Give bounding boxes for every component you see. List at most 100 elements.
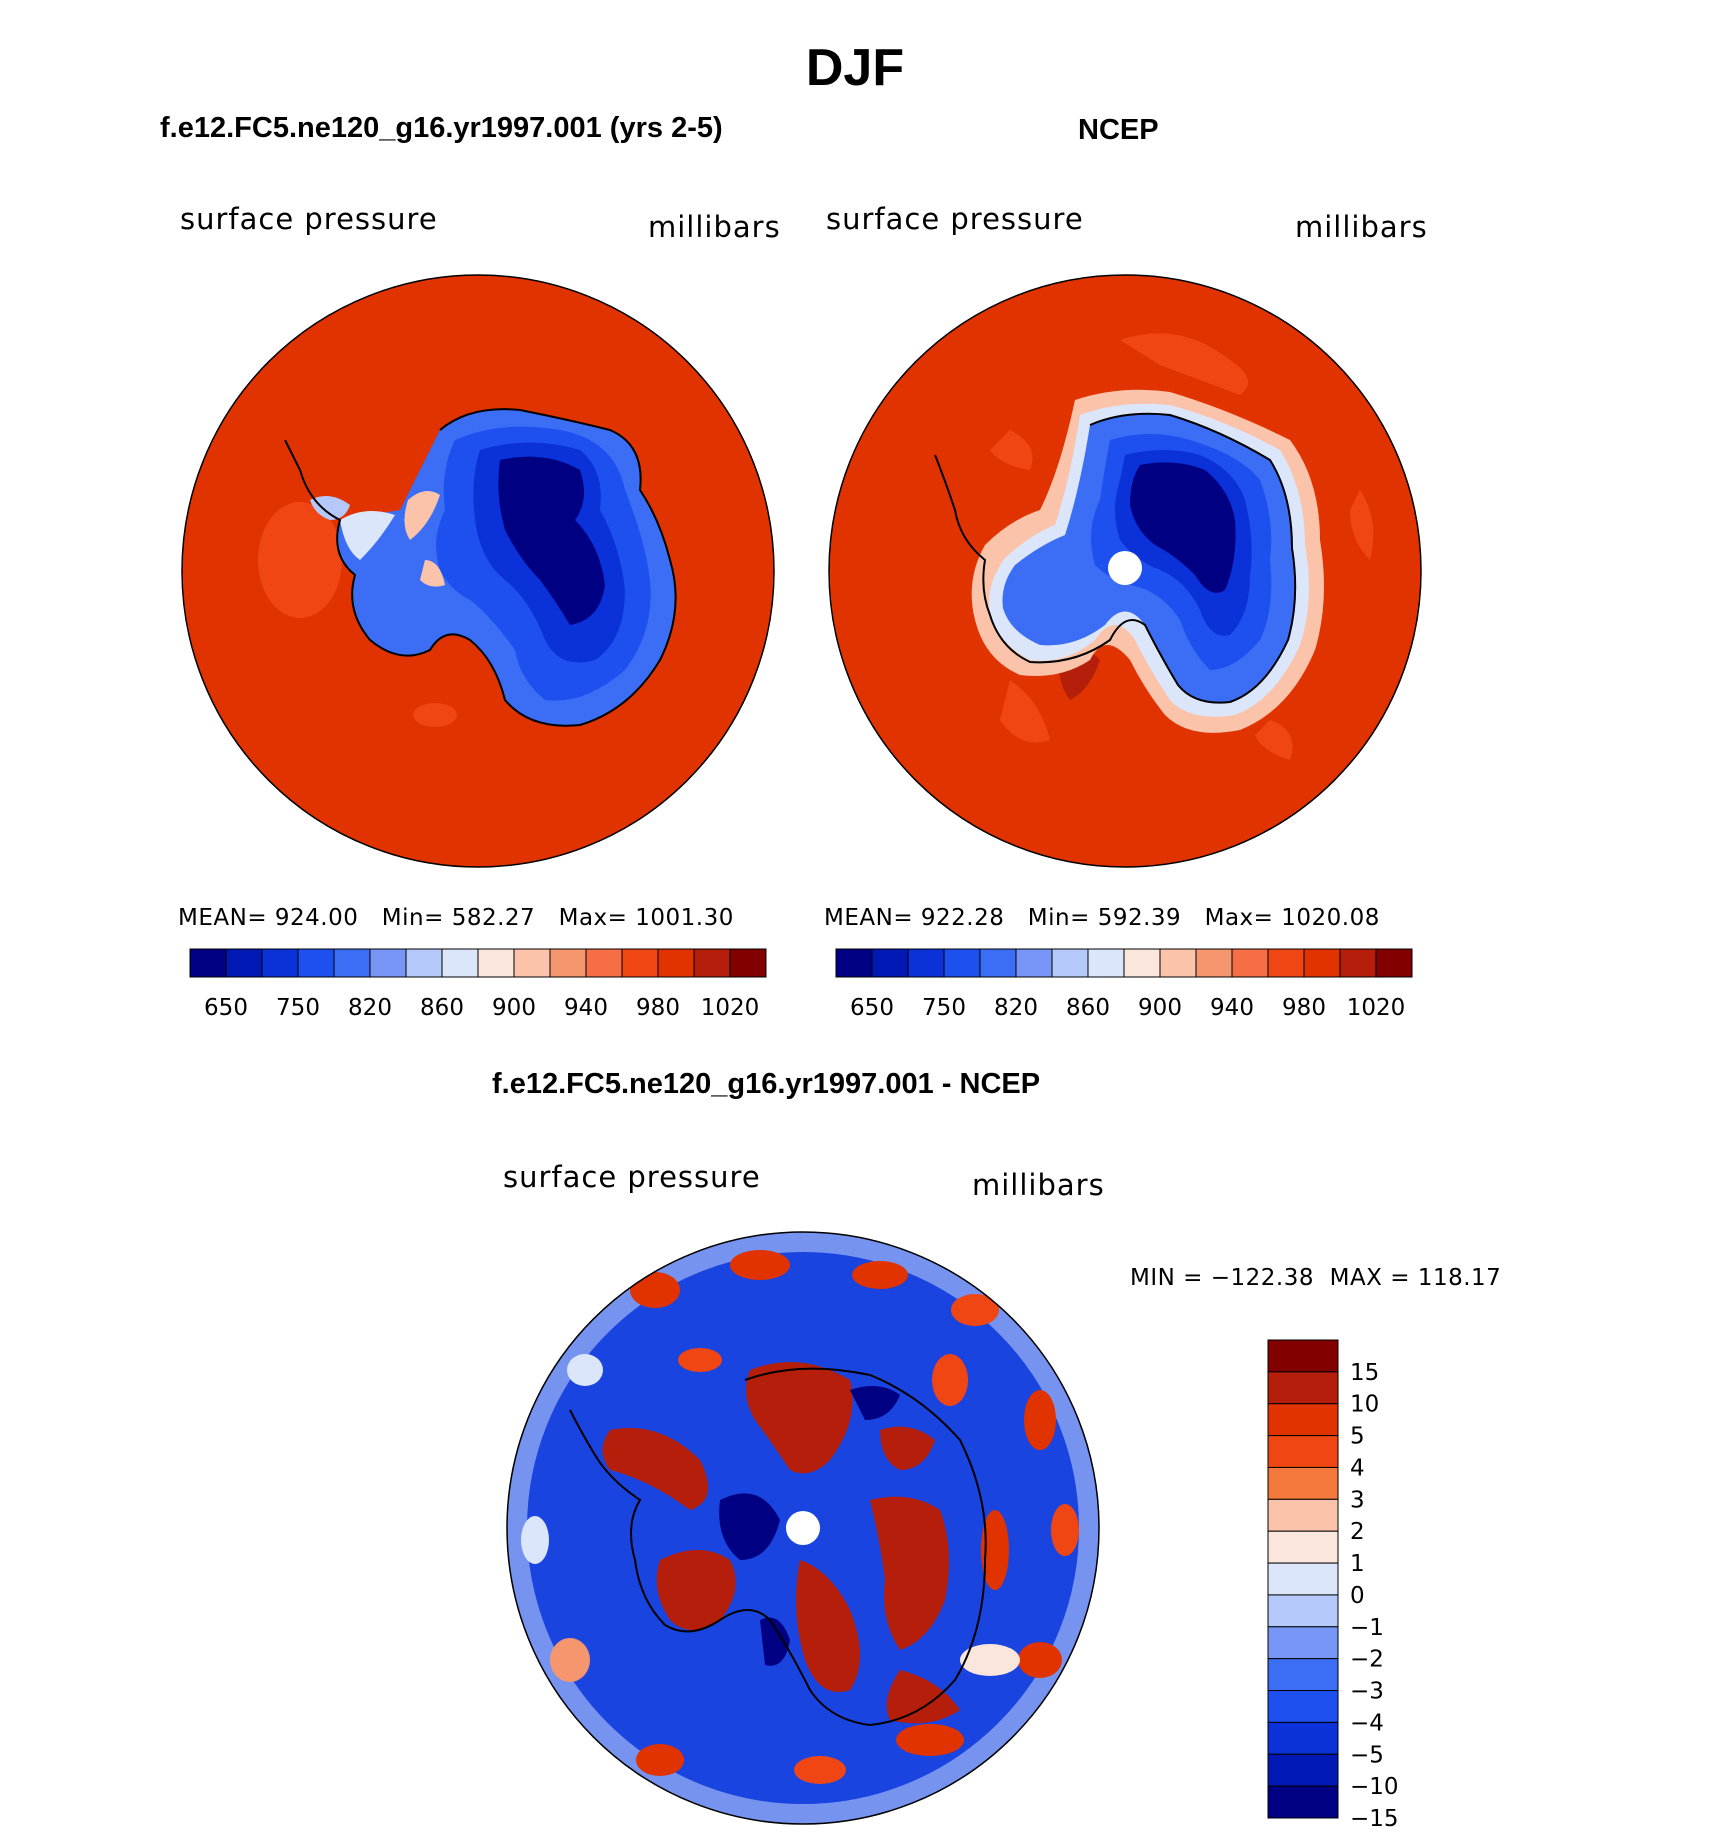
panel-3-colorbar-swatch-6 xyxy=(1267,1530,1339,1564)
panel-3-coastline xyxy=(569,1367,987,1727)
panel-2-colorbar-tick-label: 980 xyxy=(1282,995,1326,1021)
panel-2-colorbar-swatch-6 xyxy=(1051,948,1089,978)
panel-2-colorbar-swatch-10 xyxy=(1195,948,1233,978)
panel-3-colorbar-tick-label: −1 xyxy=(1350,1615,1384,1641)
panel-2-colorbar-swatch-8 xyxy=(1123,948,1161,978)
panel-2-map xyxy=(829,275,1421,867)
panel-3-colorbar-swatch-10 xyxy=(1267,1658,1339,1692)
panel-3-colorbar-swatch-14 xyxy=(1267,1785,1339,1819)
panel-3-map-border xyxy=(506,1231,1100,1825)
panel-3-colorbar-swatch-0 xyxy=(1267,1339,1339,1373)
panel-1-colorbar-tick-label: 900 xyxy=(492,995,536,1021)
panel-3-colorbar-tick-label: 10 xyxy=(1350,1392,1379,1418)
panel-3-units-label: millibars xyxy=(972,1168,1105,1202)
panel-3-colorbar-swatch-1 xyxy=(1267,1371,1339,1405)
panel-1-colorbar-tick-label: 750 xyxy=(276,995,320,1021)
panel-1-colorbar-tick-label: 940 xyxy=(564,995,608,1021)
panel-2-colorbar: 650 750 820 860 900 940 980 1020 xyxy=(835,948,1413,1021)
panel-1-colorbar-swatch-6 xyxy=(405,948,443,978)
panel-1-colorbar: 650 750 820 860 900 940 980 1020 xyxy=(189,948,767,1021)
panel-2-pole-hole xyxy=(1108,551,1142,585)
panel-1-colorbar-swatch-12 xyxy=(621,948,659,978)
panel-3-colorbar-tick-label: 1 xyxy=(1350,1551,1365,1577)
panel-3-colorbar-tick-label: 5 xyxy=(1350,1424,1365,1450)
panel-3-colorbar-swatch-3 xyxy=(1267,1435,1339,1468)
panel-1-colorbar-swatch-9 xyxy=(513,948,551,978)
panel-2-colorbar-swatch-3 xyxy=(943,948,981,978)
panel-2-map-border xyxy=(828,274,1422,868)
panel-3-colorbar-swatch-11 xyxy=(1267,1690,1339,1723)
panel-3-colorbar-swatch-13 xyxy=(1267,1753,1339,1787)
panel-1-stats: MEAN= 924.00 Min= 582.27 Max= 1001.30 xyxy=(178,905,734,931)
panel-3-colorbar-tick-label: −3 xyxy=(1350,1679,1384,1705)
panel-1-colorbar-tick-label: 650 xyxy=(204,995,248,1021)
panel-1-colorbar-swatch-2 xyxy=(261,948,299,978)
panel-2-colorbar-swatch-1 xyxy=(871,948,909,978)
panel-2-colorbar-swatch-11 xyxy=(1231,948,1269,978)
panel-2-colorbar-swatch-9 xyxy=(1159,948,1197,978)
panel-2-colorbar-swatch-15 xyxy=(1375,948,1413,978)
panel-3-colorbar-tick-label: 3 xyxy=(1350,1487,1365,1513)
panel-1-colorbar-swatch-3 xyxy=(297,948,335,978)
panel-1-colorbar-tick-label: 1020 xyxy=(701,995,760,1021)
panel-2-colorbar-tick-label: 860 xyxy=(1066,995,1110,1021)
panel-3-colorbar-swatch-8 xyxy=(1267,1594,1339,1628)
panel-3-variable-label: surface pressure xyxy=(503,1160,761,1194)
panel-2-colorbar-swatch-5 xyxy=(1015,948,1053,978)
panel-2-colorbar-swatch-4 xyxy=(979,948,1017,978)
panel-2-colorbar-swatch-0 xyxy=(835,948,873,978)
panel-1-colorbar-swatch-13 xyxy=(657,948,695,978)
panel-3-colorbar-tick-label: 2 xyxy=(1350,1519,1365,1545)
panel-2-colorbar-tick-label: 650 xyxy=(850,995,894,1021)
panel-2-colorbar-swatch-13 xyxy=(1303,948,1341,978)
panel-1-map-border xyxy=(181,274,775,868)
panel-3-map xyxy=(507,1232,1099,1824)
panel-2-colorbar-tick-label: 750 xyxy=(922,995,966,1021)
panel-2-title: NCEP xyxy=(1078,114,1159,146)
panel-1-title: f.e12.FC5.ne120_g16.yr1997.001 (yrs 2-5) xyxy=(160,112,723,144)
panel-3-colorbar-tick-label: −10 xyxy=(1350,1774,1399,1800)
panel-1-coastline xyxy=(284,408,677,727)
panel-3-colorbar-tick-label: −5 xyxy=(1350,1742,1384,1768)
panel-1-colorbar-swatch-1 xyxy=(225,948,263,978)
panel-2-colorbar-tick-label: 940 xyxy=(1210,995,1254,1021)
panel-1-colorbar-swatch-0 xyxy=(189,948,227,978)
panel-3-colorbar-tick-label: 15 xyxy=(1350,1360,1379,1386)
panel-3-colorbar-swatch-12 xyxy=(1267,1721,1339,1755)
panel-2-colorbar-swatch-7 xyxy=(1087,948,1125,978)
panel-3-colorbar-tick-label: 0 xyxy=(1350,1583,1365,1609)
panel-1-colorbar-swatch-5 xyxy=(369,948,407,978)
panel-1-colorbar-tick-label: 860 xyxy=(420,995,464,1021)
panel-3-colorbar-tick-label: 4 xyxy=(1350,1455,1365,1481)
panel-1-colorbar-swatch-10 xyxy=(549,948,587,978)
panel-3-colorbar-swatch-2 xyxy=(1267,1403,1339,1437)
panel-1-map xyxy=(182,275,774,867)
panel-1-colorbar-swatch-15 xyxy=(729,948,767,978)
panel-2-colorbar-tick-label: 1020 xyxy=(1347,995,1406,1021)
panel-1-colorbar-swatch-14 xyxy=(693,948,731,978)
panel-1-colorbar-tick-label: 980 xyxy=(636,995,680,1021)
panel-1-variable-label: surface pressure xyxy=(180,202,438,236)
panel-3-stats: MIN = −122.38 MAX = 118.17 xyxy=(1130,1265,1502,1291)
panel-1-colorbar-swatch-7 xyxy=(441,948,479,978)
panel-2-units-label: millibars xyxy=(1295,210,1428,244)
panel-3-colorbar-swatch-5 xyxy=(1267,1498,1339,1532)
panel-3-colorbar-swatch-9 xyxy=(1267,1626,1339,1660)
panel-3-colorbar-tick-label: −2 xyxy=(1350,1647,1384,1673)
panel-3-colorbar-swatch-4 xyxy=(1267,1466,1339,1500)
panel-3-pole-hole xyxy=(786,1511,820,1545)
panel-3-colorbar-tick-label: −4 xyxy=(1350,1710,1384,1736)
panel-2-coastline xyxy=(934,412,1297,704)
panel-2-colorbar-swatch-2 xyxy=(907,948,945,978)
panel-1-units-label: millibars xyxy=(648,210,781,244)
panel-3-colorbar-swatch-7 xyxy=(1267,1562,1339,1596)
panel-2-colorbar-tick-label: 820 xyxy=(994,995,1038,1021)
panel-2-colorbar-tick-label: 900 xyxy=(1138,995,1182,1021)
panel-2-colorbar-swatch-14 xyxy=(1339,948,1377,978)
panel-3-title: f.e12.FC5.ne120_g16.yr1997.001 - NCEP xyxy=(492,1068,1041,1100)
panel-1-colorbar-tick-label: 820 xyxy=(348,995,392,1021)
page-title: DJF xyxy=(805,39,905,97)
panel-1-colorbar-swatch-8 xyxy=(477,948,515,978)
